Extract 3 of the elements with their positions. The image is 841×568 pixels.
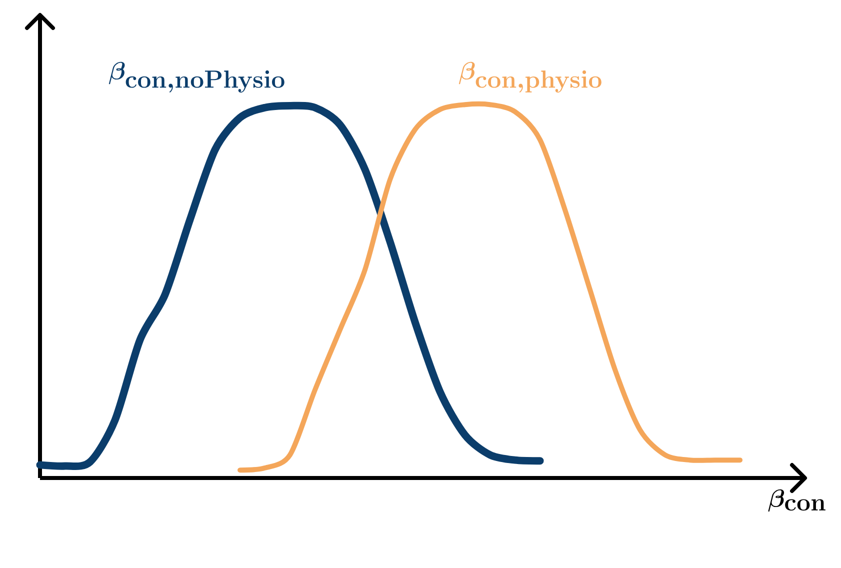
series-label: $\beta_{\mathrm{\mathbf{con,physio}}}$	[458, 62, 602, 93]
series-label: $\beta_{\mathrm{\mathbf{con,noPhysio}}}$	[108, 62, 284, 93]
x-axis-title: $\beta_{\mathrm{\mathbf{con}}}$	[768, 489, 826, 512]
